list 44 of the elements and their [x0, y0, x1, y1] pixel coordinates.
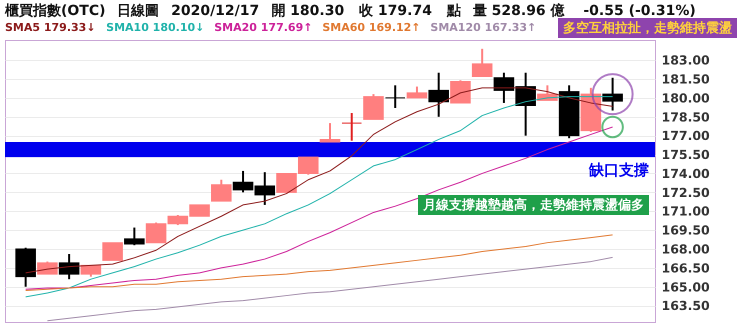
y-tick-label: 165.00	[662, 279, 710, 294]
y-tick-label: 178.50	[662, 109, 710, 124]
candlestick	[450, 79, 471, 104]
y-tick-label: 174.00	[662, 166, 710, 181]
text: 量 528.96 億	[472, 2, 566, 19]
line-series	[46, 256, 614, 322]
chart-subtitle: 日線圖	[117, 3, 160, 19]
candlestick	[428, 72, 449, 118]
text: 多空互相拉扯，走勢維持震盪	[563, 20, 732, 36]
text: SMA5 179.33↓	[5, 21, 96, 34]
y-tick-label: 171.00	[662, 204, 710, 219]
chart-title: 櫃買指數(OTC)	[4, 3, 106, 19]
text: SMA10 180.10↓	[106, 21, 204, 34]
annotation: 月線支撐越墊越高，走勢維持震盪偏多	[422, 196, 644, 213]
candlestick	[341, 112, 362, 142]
text: 收 179.74	[359, 3, 432, 19]
text: SMA20 177.69↑	[214, 21, 312, 34]
text: 點	[446, 3, 461, 19]
candlestick	[363, 93, 384, 120]
y-tick-label: 183.00	[662, 52, 710, 68]
y-tick-label: 163.50	[662, 298, 710, 314]
text: SMA60 169.12↑	[322, 21, 421, 34]
candlestick	[211, 178, 232, 202]
y-tick-label: 175.50	[662, 147, 710, 162]
y-tick-label: 181.50	[662, 72, 710, 87]
candlestick	[124, 226, 145, 246]
candlestick	[602, 76, 623, 112]
text: 開 180.30	[271, 3, 344, 19]
y-tick-label: 169.50	[662, 222, 710, 238]
text: SMA120 167.33↑	[430, 21, 536, 34]
y-tick-label: 166.50	[662, 260, 710, 276]
line-series	[25, 234, 614, 292]
band-label: 缺口支撐	[588, 161, 649, 180]
y-tick-label: 177.00	[662, 128, 710, 144]
candlestick	[472, 48, 492, 78]
candlestick	[406, 86, 428, 99]
candlestick	[102, 242, 123, 261]
text: 2020/12/17	[171, 3, 260, 19]
y-tick-label: 180.00	[662, 90, 710, 106]
candlestick	[320, 122, 340, 143]
y-tick-label: 172.50	[662, 184, 710, 200]
candlestick	[384, 84, 406, 109]
y-tick-label: 168.00	[662, 241, 710, 256]
text: -0.55 (-0.31%)	[583, 3, 696, 19]
